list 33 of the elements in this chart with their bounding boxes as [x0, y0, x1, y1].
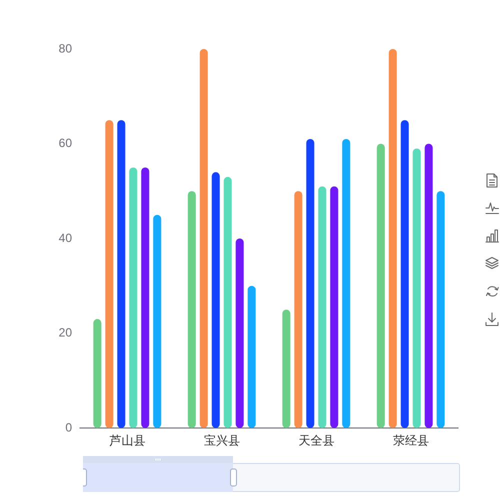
bar — [436, 191, 445, 428]
bar — [224, 176, 232, 428]
bar — [306, 139, 314, 428]
y-tick-label: 40 — [58, 230, 72, 245]
bar — [294, 191, 302, 428]
y-tick-label: 80 — [58, 41, 72, 56]
bar — [388, 49, 397, 428]
bar — [200, 49, 208, 428]
bar — [188, 191, 196, 428]
bar — [330, 186, 338, 428]
y-tick-label: 0 — [65, 420, 72, 434]
bar — [248, 286, 256, 428]
bar — [342, 139, 350, 428]
bar — [236, 238, 244, 428]
bar — [105, 120, 114, 428]
bar — [282, 310, 290, 428]
x-tick-label: 芦山县 — [109, 434, 146, 448]
bar — [376, 144, 385, 428]
bar — [129, 167, 138, 428]
y-tick-label: 20 — [58, 326, 72, 340]
bar — [212, 172, 220, 428]
bar — [93, 319, 102, 428]
bar — [153, 214, 162, 428]
bar — [412, 148, 421, 428]
y-tick-label: 60 — [58, 136, 72, 150]
bar — [400, 120, 409, 428]
x-tick-label: 天全县 — [298, 434, 334, 448]
bar — [424, 144, 433, 428]
bar — [318, 186, 326, 428]
bar — [141, 167, 150, 428]
x-tick-label: 荥经县 — [392, 434, 429, 448]
bar — [117, 120, 126, 428]
x-tick-label: 宝兴县 — [204, 434, 240, 448]
